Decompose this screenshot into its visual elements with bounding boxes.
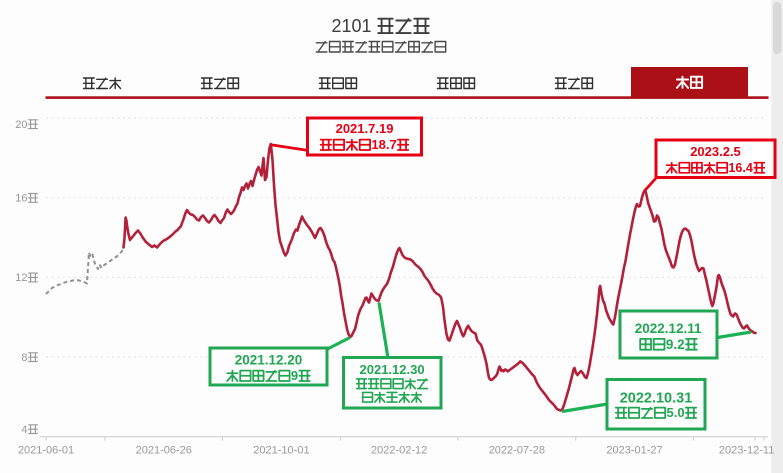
svg-text:20: 20 <box>15 119 27 131</box>
svg-text:2022-07-28: 2022-07-28 <box>489 444 545 456</box>
svg-text:2021-06-26: 2021-06-26 <box>136 444 192 456</box>
svg-text:8: 8 <box>21 352 27 364</box>
svg-text:4: 4 <box>21 424 27 436</box>
svg-text:2022.10.31: 2022.10.31 <box>620 391 693 407</box>
svg-text:16.4: 16.4 <box>728 161 753 175</box>
svg-text:2021.7.19: 2021.7.19 <box>336 121 394 136</box>
svg-text:2101: 2101 <box>332 16 377 36</box>
svg-text:9: 9 <box>291 368 298 383</box>
svg-text:2021.12.30: 2021.12.30 <box>360 362 425 377</box>
svg-text:2022-02-12: 2022-02-12 <box>371 444 427 456</box>
svg-text:2021-06-01: 2021-06-01 <box>18 444 74 456</box>
svg-text:9.2: 9.2 <box>666 337 685 352</box>
svg-text:12: 12 <box>15 272 27 284</box>
svg-text:18.7: 18.7 <box>371 137 396 152</box>
svg-text:2021-10-01: 2021-10-01 <box>253 444 309 456</box>
svg-text:2023-12-11: 2023-12-11 <box>719 444 774 456</box>
svg-text:2023.2.5: 2023.2.5 <box>690 144 741 159</box>
svg-text:2023-01-27: 2023-01-27 <box>606 444 662 456</box>
svg-text:16: 16 <box>15 193 27 205</box>
svg-text:2022.12.11: 2022.12.11 <box>635 321 702 336</box>
svg-text:2021.12.20: 2021.12.20 <box>235 352 303 367</box>
svg-text:5.0: 5.0 <box>667 405 685 420</box>
